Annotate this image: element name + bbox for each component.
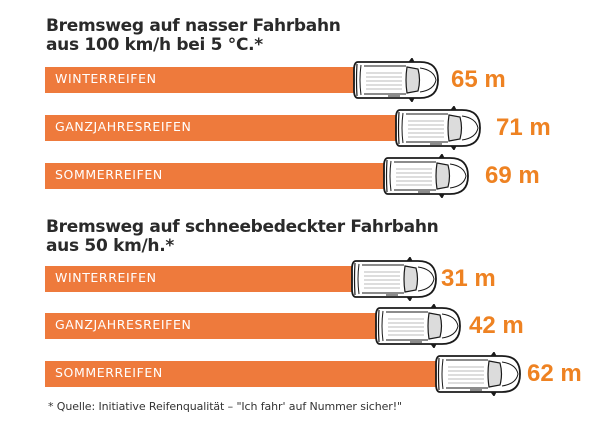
value-label: 62 m [527, 360, 582, 387]
bar: SOMMERREIFEN [45, 163, 387, 189]
bar-label: WINTERREIFEN [55, 270, 157, 285]
car-icon [374, 304, 462, 348]
bar: GANZJAHRESREIFEN [45, 115, 399, 141]
bar-label: GANZJAHRESREIFEN [55, 317, 192, 332]
title-line-1: Bremsweg auf schneebedeckter Fahrbahn [46, 217, 439, 237]
bar-row-snow-winter: WINTERREIFEN 31 m [0, 257, 600, 301]
value-label: 31 m [441, 265, 496, 292]
bar: GANZJAHRESREIFEN [45, 313, 379, 339]
chart-title-wet: Bremsweg auf nasser Fahrbahn aus 100 km/… [46, 17, 341, 55]
bar-row-wet-allseason: GANZJAHRESREIFEN 71 m [0, 106, 600, 150]
footnote-source: * Quelle: Initiative Reifenqualität – "I… [48, 400, 402, 413]
title-line-2: aus 100 km/h bei 5 °C.* [46, 35, 263, 55]
bar: SOMMERREIFEN [45, 361, 439, 387]
bar: WINTERREIFEN [45, 266, 355, 292]
bar: WINTERREIFEN [45, 67, 357, 93]
value-label: 42 m [469, 312, 524, 339]
bar-label: SOMMERREIFEN [55, 365, 163, 380]
bar-label: WINTERREIFEN [55, 71, 157, 86]
value-label: 71 m [496, 114, 551, 141]
value-label: 65 m [451, 66, 506, 93]
value-label: 69 m [485, 162, 540, 189]
car-icon [350, 257, 438, 301]
bar-row-snow-allseason: GANZJAHRESREIFEN 42 m [0, 304, 600, 348]
title-line-1: Bremsweg auf nasser Fahrbahn [46, 16, 341, 36]
car-icon [434, 352, 522, 396]
bar-label: GANZJAHRESREIFEN [55, 119, 192, 134]
bar-row-wet-winter: WINTERREIFEN 65 m [0, 58, 600, 102]
car-icon [382, 154, 470, 198]
chart-title-snow: Bremsweg auf schneebedeckter Fahrbahn au… [46, 217, 439, 256]
title-line-2: aus 50 km/h.* [46, 236, 174, 256]
bar-row-wet-summer: SOMMERREIFEN 69 m [0, 154, 600, 198]
bar-row-snow-summer: SOMMERREIFEN 62 m [0, 352, 600, 396]
bar-label: SOMMERREIFEN [55, 167, 163, 182]
car-icon [394, 106, 482, 150]
car-icon [352, 58, 440, 102]
